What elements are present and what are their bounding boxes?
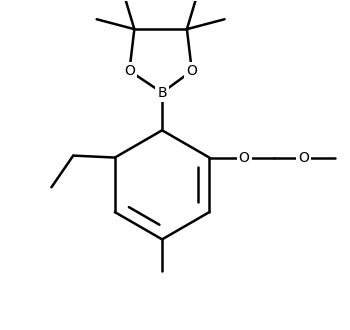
Text: O: O (239, 150, 250, 165)
Text: O: O (124, 64, 135, 78)
Text: O: O (298, 150, 309, 165)
Text: O: O (187, 64, 197, 78)
Text: B: B (157, 85, 167, 100)
